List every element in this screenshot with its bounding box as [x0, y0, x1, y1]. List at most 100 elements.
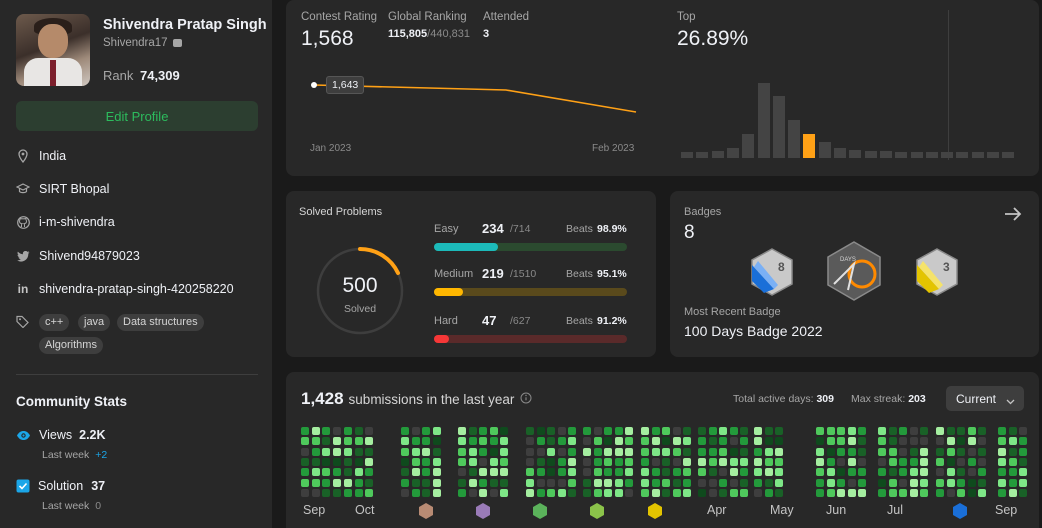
heatmap-cell[interactable] [858, 468, 867, 477]
heatmap-cell[interactable] [332, 478, 341, 487]
heatmap-cell[interactable] [858, 457, 867, 466]
heatmap-cell[interactable] [322, 437, 331, 446]
heatmap-cell[interactable] [311, 437, 320, 446]
heatmap-cell[interactable] [816, 488, 824, 497]
heatmap-cell[interactable] [946, 447, 955, 456]
heatmap-cell[interactable] [998, 478, 1006, 487]
heatmap-cell[interactable] [651, 457, 660, 466]
heatmap-cell[interactable] [698, 437, 706, 446]
heatmap-cell[interactable] [422, 427, 431, 435]
heatmap-cell[interactable] [568, 468, 577, 477]
heatmap-cell[interactable] [526, 437, 534, 446]
heatmap-cell[interactable] [479, 447, 488, 456]
heatmap-cell[interactable] [422, 457, 431, 466]
days-badge-icon[interactable]: DAYS [824, 240, 884, 302]
heatmap-cell[interactable] [826, 488, 835, 497]
heatmap-cell[interactable] [547, 437, 556, 446]
heatmap-cell[interactable] [729, 488, 738, 497]
heatmap-cell[interactable] [920, 478, 929, 487]
heatmap-cell[interactable] [754, 457, 762, 466]
heatmap-cell[interactable] [899, 447, 908, 456]
heatmap-cell[interactable] [625, 478, 634, 487]
heatmap-cell[interactable] [740, 488, 749, 497]
heatmap-cell[interactable] [1019, 457, 1028, 466]
heatmap-cell[interactable] [322, 447, 331, 456]
heatmap-cell[interactable] [816, 447, 824, 456]
heatmap-cell[interactable] [729, 478, 738, 487]
heatmap-cell[interactable] [858, 447, 867, 456]
heatmap-cell[interactable] [1008, 468, 1017, 477]
heatmap-cell[interactable] [322, 488, 331, 497]
heatmap-cell[interactable] [920, 457, 929, 466]
heatmap-cell[interactable] [489, 478, 498, 487]
edit-profile-button[interactable]: Edit Profile [16, 101, 258, 131]
algorithm-badge-icon[interactable]: 8 [748, 247, 796, 297]
heatmap-cell[interactable] [401, 488, 409, 497]
heatmap-cell[interactable] [593, 468, 602, 477]
heatmap-cell[interactable] [957, 478, 966, 487]
heatmap-cell[interactable] [698, 457, 706, 466]
heatmap-cell[interactable] [698, 478, 706, 487]
heatmap-cell[interactable] [957, 437, 966, 446]
heatmap-cell[interactable] [775, 457, 784, 466]
heatmap-cell[interactable] [888, 437, 897, 446]
heatmap-cell[interactable] [547, 488, 556, 497]
heatmap-cell[interactable] [479, 437, 488, 446]
heatmap-cell[interactable] [322, 427, 331, 435]
heatmap-cell[interactable] [698, 447, 706, 456]
heatmap-cell[interactable] [458, 437, 466, 446]
heatmap-cell[interactable] [489, 447, 498, 456]
heatmap-cell[interactable] [557, 457, 566, 466]
heatmap-cell[interactable] [683, 468, 692, 477]
heatmap-cell[interactable] [967, 447, 976, 456]
heatmap-cell[interactable] [432, 488, 441, 497]
heatmap-cell[interactable] [365, 488, 374, 497]
heatmap-cell[interactable] [909, 457, 918, 466]
heatmap-cell[interactable] [489, 488, 498, 497]
heatmap-cell[interactable] [888, 427, 897, 435]
heatmap-cell[interactable] [614, 488, 623, 497]
heatmap-cell[interactable] [411, 457, 420, 466]
heatmap-cell[interactable] [625, 437, 634, 446]
heatmap-cell[interactable] [729, 457, 738, 466]
heatmap-cell[interactable] [1019, 478, 1028, 487]
heatmap-cell[interactable] [662, 457, 671, 466]
heatmap-cell[interactable] [604, 447, 613, 456]
heatmap-cell[interactable] [672, 488, 681, 497]
heatmap-cell[interactable] [401, 468, 409, 477]
heatmap-cell[interactable] [957, 488, 966, 497]
heatmap-cell[interactable] [641, 478, 649, 487]
heatmap-cell[interactable] [754, 478, 762, 487]
heatmap-cell[interactable] [978, 427, 987, 435]
heatmap-cell[interactable] [878, 468, 886, 477]
heatmap-cell[interactable] [740, 468, 749, 477]
heatmap-cell[interactable] [957, 468, 966, 477]
heatmap-cell[interactable] [899, 427, 908, 435]
heatmap-cell[interactable] [764, 447, 773, 456]
heatmap-cell[interactable] [946, 478, 955, 487]
heatmap-cell[interactable] [489, 437, 498, 446]
heatmap-cell[interactable] [557, 447, 566, 456]
avatar[interactable] [16, 14, 90, 86]
heatmap-cell[interactable] [1008, 437, 1017, 446]
heatmap-cell[interactable] [322, 478, 331, 487]
heatmap-cell[interactable] [708, 488, 717, 497]
heatmap-cell[interactable] [708, 437, 717, 446]
heatmap-cell[interactable] [365, 447, 374, 456]
heatmap-cell[interactable] [826, 468, 835, 477]
heatmap-cell[interactable] [858, 437, 867, 446]
heatmap-cell[interactable] [698, 468, 706, 477]
heatmap-cell[interactable] [614, 447, 623, 456]
heatmap-cell[interactable] [458, 468, 466, 477]
heatmap-cell[interactable] [614, 427, 623, 435]
heatmap-cell[interactable] [526, 457, 534, 466]
github-link[interactable]: i-m-shivendra [39, 215, 115, 229]
heatmap-cell[interactable] [878, 437, 886, 446]
heatmap-cell[interactable] [899, 478, 908, 487]
heatmap-cell[interactable] [899, 437, 908, 446]
heatmap-cell[interactable] [568, 478, 577, 487]
heatmap-cell[interactable] [479, 457, 488, 466]
heatmap-cell[interactable] [641, 427, 649, 435]
heatmap-cell[interactable] [301, 447, 309, 456]
heatmap-cell[interactable] [604, 457, 613, 466]
